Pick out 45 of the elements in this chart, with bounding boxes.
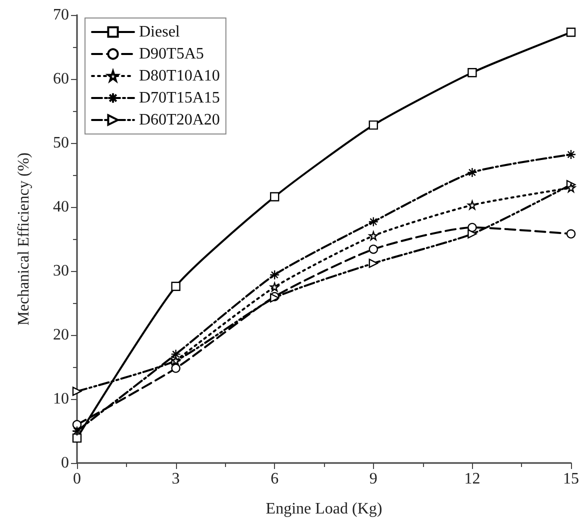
point: [368, 244, 378, 254]
y-tick-label: 30: [53, 262, 69, 280]
point: [171, 282, 180, 291]
point: [170, 349, 181, 360]
legend-label: D90T5A5: [139, 46, 204, 62]
point: [72, 433, 82, 443]
point: [467, 167, 478, 178]
point: [72, 420, 82, 430]
point: [368, 120, 378, 130]
y-tick-label: 40: [53, 198, 69, 216]
x-tick-label: 6: [270, 470, 279, 488]
y-tick-label: 0: [61, 454, 69, 472]
point: [566, 229, 576, 238]
point: [72, 386, 82, 396]
point: [468, 222, 477, 232]
point: [368, 231, 378, 240]
x-tick-label: 12: [464, 470, 480, 488]
y-tick-label: 20: [53, 326, 69, 344]
point: [270, 192, 280, 202]
point: [566, 149, 576, 160]
y-tick-label: 10: [53, 390, 69, 408]
point: [72, 426, 82, 436]
point: [368, 216, 378, 227]
point: [368, 258, 378, 268]
point: [270, 270, 280, 280]
point: [468, 200, 477, 210]
legend-label: Diesel: [139, 24, 180, 40]
point: [270, 282, 280, 292]
x-tick-label: 9: [369, 470, 378, 488]
x-tick-label: 0: [73, 470, 81, 488]
legend-label: D80T10A10: [139, 68, 220, 84]
y-axis-title: Mechanical Efficiency (%): [16, 152, 32, 326]
point: [566, 183, 576, 192]
y-tick-label: 50: [53, 134, 69, 152]
point: [468, 68, 477, 78]
y-tick-label: 70: [53, 6, 69, 24]
legend-label: D60T20A20: [139, 112, 220, 128]
x-tick-label: 15: [563, 470, 579, 488]
legend-label: D70T15A15: [139, 90, 220, 106]
x-tick-label: 3: [172, 470, 180, 488]
y-tick-label: 60: [53, 70, 69, 88]
point: [566, 28, 576, 37]
x-axis-title: Engine Load (Kg): [266, 500, 382, 518]
point: [468, 229, 477, 238]
point: [171, 364, 180, 373]
